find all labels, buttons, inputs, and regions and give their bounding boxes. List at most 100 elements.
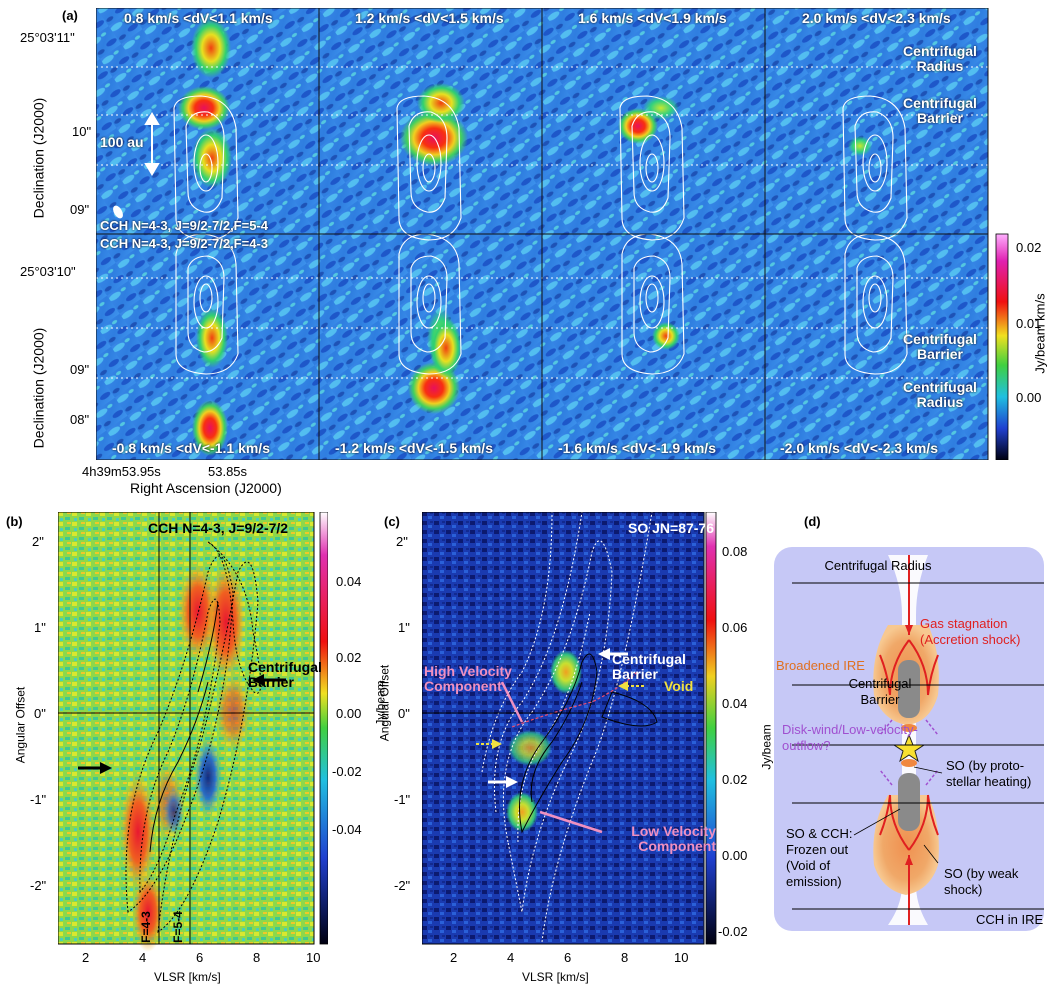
d-cch-ire: CCH in IRE <box>976 912 1044 927</box>
panel-b-title: CCH N=4-3, J=9/2-7/2 <box>148 520 289 536</box>
ytick-b-4: -1" <box>30 792 47 807</box>
velocity-label-top-4: 2.0 km/s <dV<2.3 km/s <box>802 10 951 26</box>
panel-a-label: (a) <box>62 8 78 23</box>
velocity-label-top-2: 1.2 km/s <dV<1.5 km/s <box>355 10 504 26</box>
xtick-b-4: 8 <box>253 950 261 965</box>
cbar-c-tick-2: 0.06 <box>722 620 748 635</box>
cbar-b-tick-4: -0.02 <box>332 764 362 779</box>
ytick-b-1: 2" <box>32 534 44 549</box>
map-contours <box>173 95 908 375</box>
ytick-a-top-3: 09" <box>70 202 90 217</box>
ylabel-a-top: Declination (J2000) <box>30 97 47 219</box>
cbar-c-tick-3: 0.04 <box>722 696 748 711</box>
colorbar-a <box>995 233 1009 460</box>
velocity-label-bottom-2: -1.2 km/s <dV<-1.5 km/s <box>335 440 493 456</box>
d-broadened-ire: Broadened IRE <box>776 658 865 673</box>
beam-ellipse <box>113 205 123 219</box>
ylabel-b: Angular Offset <box>13 686 28 764</box>
xtick-c-1: 2 <box>450 950 458 965</box>
d-so-proto: SO (by proto-stellar heating) <box>946 758 1032 789</box>
scale-bar-arrow <box>144 112 160 176</box>
velocity-label-bottom-4: -2.0 km/s <dV<-2.3 km/s <box>780 440 938 456</box>
map-bottom-3 <box>542 234 765 460</box>
map-bottom-2 <box>319 234 542 460</box>
xtick-b-1: 2 <box>82 950 90 965</box>
panel-c-title: SO JN=87-76 <box>628 520 714 536</box>
panel-c-annotation-barrier: Centrifugal Barrier <box>612 651 686 682</box>
cbar-c-tick-1: 0.08 <box>722 544 748 559</box>
ytick-b-2: 1" <box>34 620 46 635</box>
vline-label-f43: F=4-3 <box>138 911 153 943</box>
d-centrifugal-barrier: Centrifugal Barrier <box>848 676 912 707</box>
ytick-c-2: 1" <box>398 620 410 635</box>
velocity-label-top-3: 1.6 km/s <dV<1.9 km/s <box>578 10 727 26</box>
xlabel-a: Right Ascension (J2000) <box>130 480 282 496</box>
xtick-c-4: 8 <box>621 950 629 965</box>
xlabel-b: VLSR [km/s] <box>154 970 221 984</box>
ytick-a-bottom-2: 09" <box>70 362 90 377</box>
xtick-c-5: 10 <box>674 950 689 965</box>
ylabel-a-bottom: Declination (J2000) <box>30 327 47 449</box>
d-disk-wind: Disk-wind/Low-velocity-outflow? <box>782 722 918 753</box>
panel-a-svg <box>96 8 1009 460</box>
cbar-c-tick-4: 0.02 <box>722 772 748 787</box>
panel-c-annotation-low: Low Velocity Component <box>631 823 716 854</box>
line-label-bottom: CCH N=4-3, J=9/2-7/2,F=4-3 <box>100 236 268 251</box>
map-top-2 <box>319 8 542 234</box>
map-bottom-4 <box>765 234 988 460</box>
cbar-c-tick-6: -0.02 <box>718 924 748 939</box>
cbar-b-tick-3: 0.00 <box>336 706 362 721</box>
d-so-cch-frozen: SO & CCH: Frozen out (Void of emission) <box>786 826 853 889</box>
annotation-centrifugal-radius-bottom: Centrifugal Radius <box>903 379 977 410</box>
ytick-a-bottom-1: 25°03'10" <box>20 264 76 279</box>
xtick-a-1: 4h39m53.95s <box>82 464 161 479</box>
ytick-a-top-2: 10" <box>72 124 92 139</box>
d-gas-stagnation: Gas stagnation (Accretion shock) <box>920 616 1021 647</box>
xtick-c-3: 6 <box>564 950 572 965</box>
ytick-c-1: 2" <box>396 534 408 549</box>
ytick-c-5: -2" <box>394 878 411 893</box>
colorbar-a-tick-1: 0.02 <box>1016 240 1042 255</box>
cbar-c-tick-5: 0.00 <box>722 848 748 863</box>
xtick-c-2: 4 <box>507 950 515 965</box>
panel-d-svg <box>774 547 1044 931</box>
cbar-b-tick-2: 0.02 <box>336 650 362 665</box>
annotation-centrifugal-barrier-bottom: Centrifugal Barrier <box>903 331 977 362</box>
ytick-b-5: -2" <box>30 878 47 893</box>
panel-b-label: (b) <box>6 514 23 529</box>
scale-bar-label: 100 au <box>100 134 144 150</box>
ytick-c-3: 0" <box>398 706 410 721</box>
map-top-3 <box>542 8 765 234</box>
map-frames <box>96 8 989 460</box>
xtick-b-3: 6 <box>196 950 204 965</box>
vline-label-f54: F=5-4 <box>170 911 185 943</box>
velocity-label-bottom-1: -0.8 km/s <dV<-1.1 km/s <box>112 440 270 456</box>
cbar-b-tick-1: 0.04 <box>336 574 362 589</box>
panel-c-annotation-void: Void <box>664 678 694 694</box>
panel-c-svg <box>422 512 717 945</box>
cbar-b-tick-5: -0.04 <box>332 822 362 837</box>
xtick-a-2: 53.85s <box>208 464 248 479</box>
map-top-1 <box>96 8 319 234</box>
colorbar-a-tick-2: 0.01 <box>1016 316 1042 331</box>
d-centrifugal-radius: Centrifugal Radius <box>824 558 932 573</box>
panel-b-svg <box>58 512 328 952</box>
d-so-weak: SO (by weak shock) <box>944 866 1019 897</box>
panel-d-label: (d) <box>804 514 821 529</box>
line-label-top: CCH N=4-3, J=9/2-7/2,F=5-4 <box>100 218 268 233</box>
xlabel-c: VLSR [km/s] <box>522 970 589 984</box>
panel-c-label: (c) <box>384 514 400 529</box>
map-bottom-1 <box>96 234 319 460</box>
ytick-a-top-1: 25°03'11" <box>20 30 75 45</box>
velocity-label-top-1: 0.8 km/s <dV<1.1 km/s <box>124 10 273 26</box>
ytick-b-3: 0" <box>34 706 46 721</box>
map-top-4 <box>765 8 988 234</box>
xtick-b-2: 4 <box>139 950 147 965</box>
colorbar-a-tick-3: 0.00 <box>1016 390 1042 405</box>
panel-c-annotation-high: High Velocity Component <box>424 663 512 694</box>
annotation-centrifugal-radius-top: Centrifugal Radius <box>903 43 977 74</box>
colorbar-a-label: Jy/beam km/s <box>1032 293 1048 374</box>
ytick-c-4: -1" <box>394 792 411 807</box>
annotation-centrifugal-barrier-top: Centrifugal Barrier <box>903 95 977 126</box>
panel-b-annotation: Centrifugal Barrier <box>248 659 322 690</box>
